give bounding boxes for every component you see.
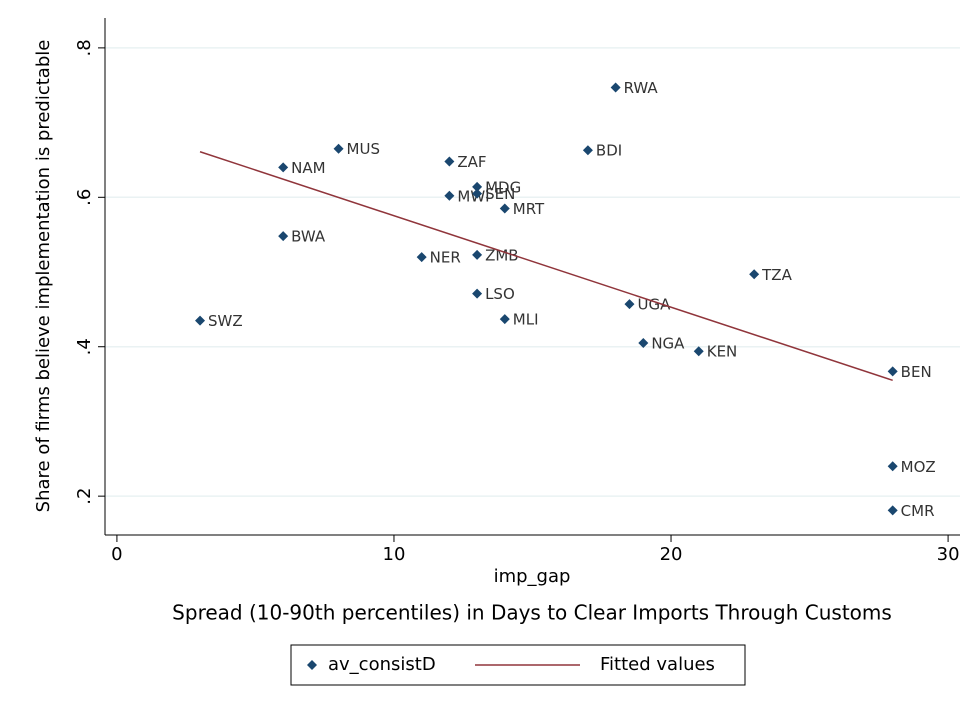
- point: [195, 315, 206, 326]
- point-label: NGA: [651, 334, 685, 352]
- point-label: ZMB: [485, 246, 519, 264]
- point-label: MWI: [457, 187, 489, 205]
- point-label: BDI: [596, 142, 622, 160]
- point: [416, 252, 427, 263]
- point: [582, 145, 593, 156]
- note: Spread (10-90th percentiles) in Days to …: [172, 601, 892, 625]
- point-label: MDG: [485, 178, 521, 196]
- point-label: MOZ: [901, 458, 936, 476]
- plot-area: [105, 18, 960, 535]
- point-label: KEN: [707, 343, 738, 361]
- point: [278, 162, 289, 173]
- point-label: MRT: [513, 200, 545, 218]
- point: [472, 188, 483, 199]
- point-label: SEN: [485, 185, 515, 203]
- point: [749, 269, 760, 280]
- legend-marker: [307, 660, 317, 670]
- x-tick-label: 30: [937, 544, 960, 565]
- point-label: BWA: [291, 228, 326, 246]
- point: [887, 366, 898, 377]
- point: [472, 181, 483, 192]
- legend-label: av_consistD: [328, 654, 436, 675]
- y-tick-label: .2: [74, 488, 95, 505]
- point-label: NAM: [291, 159, 325, 177]
- point: [638, 337, 649, 348]
- legend-label: Fitted values: [600, 654, 715, 675]
- point: [333, 143, 344, 154]
- point-label: CMR: [901, 502, 935, 520]
- y-tick-label: .4: [74, 338, 95, 355]
- point: [499, 203, 510, 214]
- point-label: TZA: [761, 266, 792, 284]
- y-axis-title: Share of firms believe implementation is…: [33, 40, 54, 513]
- point: [693, 346, 704, 357]
- point-label: MUS: [347, 140, 380, 158]
- point: [278, 231, 289, 242]
- point: [610, 82, 621, 93]
- point-label: LSO: [485, 285, 515, 303]
- point: [444, 190, 455, 201]
- y-tick-label: .8: [74, 39, 95, 56]
- x-axis-title: imp_gap: [494, 566, 571, 587]
- point: [499, 314, 510, 325]
- point: [887, 461, 898, 472]
- point-label: UGA: [637, 296, 671, 314]
- point: [472, 249, 483, 260]
- point-label: NER: [430, 249, 461, 267]
- point-label: MLI: [513, 311, 539, 329]
- point: [887, 505, 898, 516]
- point-label: RWA: [624, 79, 659, 97]
- y-tick-label: .6: [74, 189, 95, 206]
- x-tick-label: 20: [660, 544, 683, 565]
- fit-line: [199, 151, 893, 382]
- point: [472, 288, 483, 299]
- x-tick-label: 10: [383, 544, 406, 565]
- point: [624, 299, 635, 310]
- point-label: SWZ: [208, 312, 243, 330]
- point-label: ZAF: [457, 153, 486, 171]
- x-tick-label: 0: [111, 544, 122, 565]
- point: [444, 156, 455, 167]
- point-label: BEN: [901, 363, 932, 381]
